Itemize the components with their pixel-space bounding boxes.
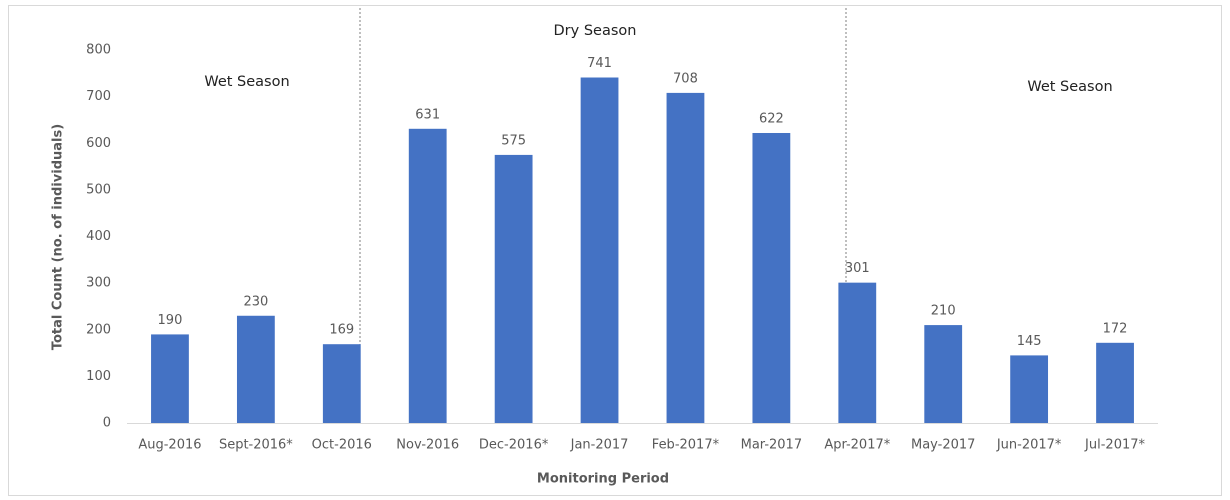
x-tick-label: Feb-2017*	[652, 438, 720, 453]
bar	[580, 77, 619, 423]
bar	[408, 128, 447, 423]
bar	[236, 315, 275, 423]
data-label: 622	[759, 111, 784, 126]
annotation: Wet Season	[1027, 79, 1112, 95]
data-label: 145	[1017, 334, 1042, 349]
bar	[924, 325, 963, 423]
bar	[151, 334, 189, 423]
data-label: 172	[1103, 321, 1128, 336]
x-axis-title: Monitoring Period	[537, 472, 669, 487]
bar	[494, 154, 533, 423]
y-tick-label: 400	[86, 229, 111, 244]
bar	[1010, 355, 1049, 423]
x-tick-label: Aug-2016	[138, 438, 201, 453]
y-tick-label: 700	[86, 89, 111, 104]
data-label: 631	[415, 107, 440, 122]
data-label: 301	[845, 261, 870, 276]
bar	[838, 282, 877, 423]
annotation: Dry Season	[554, 23, 637, 39]
y-tick-label: 300	[86, 276, 111, 291]
data-label: 230	[243, 294, 268, 309]
x-tick-label: Jun-2017*	[996, 438, 1062, 453]
data-label: 210	[931, 304, 956, 319]
bar	[322, 344, 361, 423]
x-tick-label: Dec-2016*	[479, 438, 549, 453]
y-tick-label: 200	[86, 322, 111, 337]
y-axis-title: Total Count (no. of individuals)	[51, 124, 66, 350]
x-tick-label: Jul-2017*	[1084, 438, 1145, 453]
y-tick-label: 600	[86, 136, 111, 151]
data-label: 575	[501, 133, 526, 148]
data-label: 169	[329, 323, 354, 338]
x-tick-label: May-2017	[911, 438, 975, 453]
x-tick-label: Mar-2017	[741, 438, 802, 453]
x-tick-label: Jan-2017	[570, 438, 629, 453]
bar	[1096, 342, 1134, 423]
y-tick-label: 500	[86, 182, 111, 197]
y-tick-label: 800	[86, 43, 111, 58]
annotation: Wet Season	[204, 74, 289, 90]
bar	[752, 132, 791, 423]
bar	[666, 92, 705, 424]
y-tick-label: 0	[103, 416, 111, 431]
data-label: 708	[673, 71, 698, 86]
data-label: 741	[587, 56, 612, 71]
data-label: 190	[158, 313, 183, 328]
y-tick-label: 100	[86, 369, 111, 384]
x-tick-label: Sept-2016*	[219, 438, 293, 453]
x-tick-label: Oct-2016	[312, 438, 372, 453]
x-tick-label: Apr-2017*	[824, 438, 890, 453]
x-tick-label: Nov-2016	[396, 438, 459, 453]
